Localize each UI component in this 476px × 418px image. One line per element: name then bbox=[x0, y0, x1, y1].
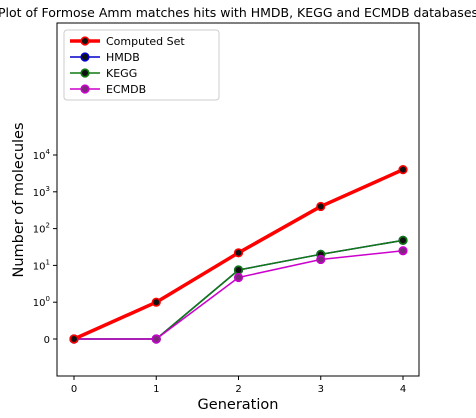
legend-label: Computed Set bbox=[106, 35, 185, 48]
y-ticks: 0 100 101 102 103 104 bbox=[33, 148, 57, 346]
data-point bbox=[69, 334, 79, 344]
legend-label: KEGG bbox=[106, 67, 137, 80]
series-group bbox=[69, 165, 408, 344]
data-point bbox=[398, 235, 408, 245]
x-tick-label: 4 bbox=[400, 384, 406, 395]
y-tick-label: 103 bbox=[33, 185, 50, 199]
chart-title: Plot of Formose Amm matches hits with HM… bbox=[0, 5, 476, 20]
x-axis-label: Generation bbox=[198, 397, 279, 413]
legend: Computed Set HMDB KEGG ECMDB bbox=[63, 29, 220, 101]
y-tick-label: 104 bbox=[33, 148, 51, 162]
legend-label: HMDB bbox=[106, 51, 140, 64]
legend-swatch-marker bbox=[80, 68, 90, 78]
data-point bbox=[398, 246, 408, 256]
data-point bbox=[316, 201, 326, 212]
y-axis-label: Number of molecules bbox=[11, 122, 27, 277]
data-point bbox=[233, 248, 244, 258]
x-tick-label: 2 bbox=[235, 384, 241, 395]
x-tick-label: 0 bbox=[71, 384, 77, 395]
data-point bbox=[233, 265, 244, 275]
x-ticks: 0 1 2 3 4 bbox=[71, 376, 406, 395]
y-tick-label: 0 bbox=[44, 335, 50, 346]
data-point bbox=[233, 272, 244, 283]
series-computed-set bbox=[69, 165, 408, 344]
legend-swatch-marker bbox=[80, 84, 90, 94]
x-tick-label: 3 bbox=[318, 384, 324, 395]
data-point bbox=[398, 165, 408, 175]
legend-box bbox=[63, 29, 220, 101]
x-tick-label: 1 bbox=[153, 384, 159, 395]
data-point bbox=[151, 297, 161, 307]
legend-label: ECMDB bbox=[106, 83, 146, 96]
data-point bbox=[151, 334, 161, 344]
data-point bbox=[316, 254, 326, 265]
y-tick-label: 101 bbox=[33, 258, 50, 272]
y-tick-label: 100 bbox=[33, 295, 50, 309]
y-tick-label: 102 bbox=[33, 222, 50, 236]
legend-swatch-marker bbox=[80, 52, 90, 62]
legend-swatch-marker bbox=[80, 36, 90, 46]
